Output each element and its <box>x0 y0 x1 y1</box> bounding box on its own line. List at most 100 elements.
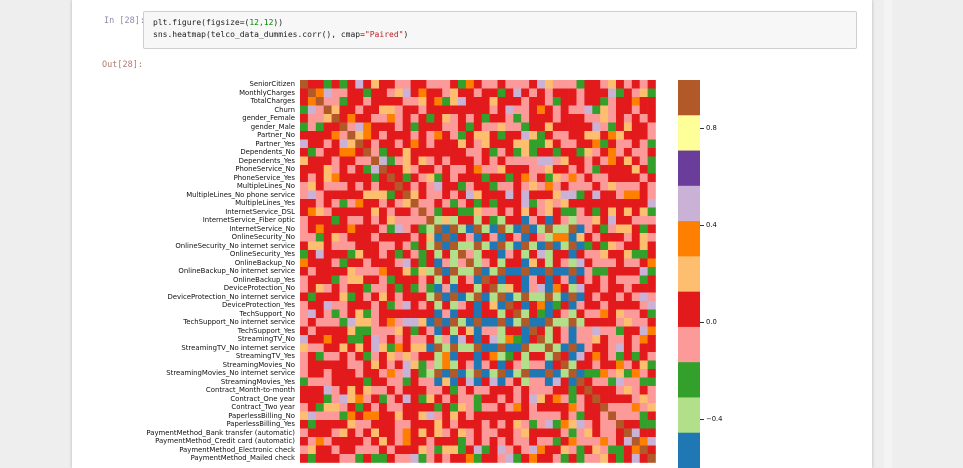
heatmap-cell <box>497 97 506 106</box>
heatmap-cell <box>331 139 340 149</box>
heatmap-cell <box>347 105 356 115</box>
heatmap-cell <box>442 173 451 183</box>
heatmap-cell <box>489 301 498 310</box>
heatmap-cell <box>639 122 648 132</box>
heatmap-cell <box>592 190 601 200</box>
heatmap-cell <box>410 114 419 123</box>
heatmap-cell <box>347 267 356 276</box>
heatmap-cell <box>600 369 609 378</box>
heatmap-cell <box>307 284 317 293</box>
heatmap-cell <box>497 386 506 395</box>
heatmap-cell <box>434 428 443 438</box>
heatmap-cell <box>489 284 498 293</box>
heatmap-row-label: TotalCharges <box>250 97 295 105</box>
heatmap-cell <box>623 267 633 276</box>
heatmap-cell <box>442 224 451 234</box>
heatmap-cell <box>552 122 561 132</box>
heatmap-cell <box>647 360 656 370</box>
code-input[interactable]: plt.figure(figsize=(12,12)) sns.heatmap(… <box>143 11 857 49</box>
heatmap-cell <box>379 343 388 353</box>
heatmap-cell <box>473 454 482 463</box>
heatmap-cell <box>458 394 467 404</box>
heatmap-cell <box>505 394 514 404</box>
heatmap-cell <box>639 454 648 463</box>
heatmap-cell <box>331 156 340 166</box>
heatmap-cell <box>631 454 640 463</box>
scrollbar-track[interactable] <box>884 0 892 468</box>
heatmap-cell <box>434 114 443 123</box>
heatmap-cell <box>323 258 332 268</box>
heatmap-cell <box>355 275 364 285</box>
heatmap-cell <box>608 233 617 242</box>
heatmap-cell <box>576 224 585 234</box>
heatmap-cell <box>481 224 490 234</box>
heatmap-cell <box>355 122 364 132</box>
heatmap-cell <box>473 114 482 123</box>
heatmap-cell <box>458 80 467 89</box>
heatmap-cell <box>323 122 332 132</box>
heatmap-cell <box>592 326 601 336</box>
heatmap-cell <box>616 309 625 319</box>
heatmap-cell <box>608 411 617 421</box>
heatmap-cell <box>394 352 403 361</box>
heatmap-cell <box>537 301 546 310</box>
heatmap-cell <box>584 97 593 106</box>
heatmap-cell <box>489 267 498 276</box>
heatmap-cell <box>386 360 396 370</box>
heatmap-cell <box>576 122 585 132</box>
heatmap-cell <box>489 105 498 115</box>
heatmap-cell <box>552 80 561 89</box>
heatmap-cell <box>394 454 403 463</box>
heatmap-cell <box>442 199 451 208</box>
heatmap-cell <box>379 80 388 89</box>
heatmap-cell <box>576 88 585 98</box>
heatmap-cell <box>434 284 443 293</box>
heatmap-cell <box>623 190 633 200</box>
heatmap-cell <box>647 292 656 302</box>
heatmap-cell <box>600 199 609 208</box>
heatmap-cell <box>576 335 585 344</box>
heatmap-cell <box>560 284 569 293</box>
heatmap-cell <box>386 377 396 387</box>
heatmap-cell <box>489 139 498 149</box>
heatmap-cell <box>584 454 593 463</box>
heatmap-cell <box>647 182 656 191</box>
heatmap-cell <box>450 360 459 370</box>
heatmap-cell <box>568 148 577 157</box>
heatmap-cell <box>616 292 625 302</box>
heatmap-cell <box>300 250 309 259</box>
heatmap-cell <box>505 241 514 251</box>
heatmap-cell <box>537 292 546 302</box>
heatmap-cell <box>323 165 332 174</box>
heatmap-cell <box>513 241 522 251</box>
heatmap-cell <box>355 411 364 421</box>
heatmap-cell <box>521 250 530 259</box>
heatmap-cell <box>418 445 427 455</box>
heatmap-cell <box>465 105 475 115</box>
heatmap-cell <box>465 326 475 336</box>
heatmap-cell <box>410 165 419 174</box>
heatmap-cell <box>450 377 459 387</box>
heatmap-cell <box>639 403 648 412</box>
heatmap-cell <box>560 114 569 123</box>
heatmap-cell <box>379 377 388 387</box>
heatmap-cell <box>386 352 396 361</box>
heatmap-cell <box>323 267 332 276</box>
heatmap-cell <box>608 301 617 310</box>
heatmap-row-label: PaymentMethod_Mailed check <box>190 454 295 462</box>
heatmap-cell <box>639 131 648 140</box>
heatmap-cell <box>529 224 538 234</box>
heatmap-cell <box>363 182 372 191</box>
colorbar-segment <box>678 80 700 116</box>
heatmap-cell <box>331 335 340 344</box>
heatmap-cell <box>339 445 348 455</box>
heatmap-cell <box>568 369 577 378</box>
heatmap-cell <box>537 335 546 344</box>
heatmap-cell <box>544 88 554 98</box>
heatmap-cell <box>544 241 554 251</box>
heatmap-cell <box>323 216 332 225</box>
heatmap-cell <box>608 105 617 115</box>
heatmap-cell <box>568 326 577 336</box>
heatmap-cell <box>592 131 601 140</box>
heatmap-cell <box>521 454 530 463</box>
